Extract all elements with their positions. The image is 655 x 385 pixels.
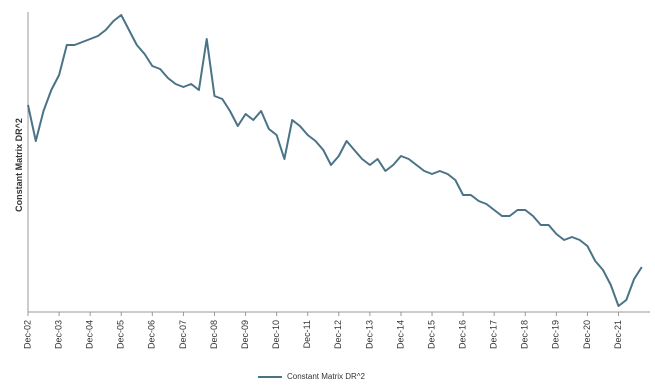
x-tick-label: Dec-19 (551, 320, 561, 349)
x-tick-label: Dec-11 (302, 320, 312, 348)
x-tick-label: Dec-08 (209, 320, 219, 349)
x-tick-label: Dec-13 (364, 320, 374, 349)
y-axis-label: Constant Matrix DR^2 (14, 118, 24, 212)
x-tick-label: Dec-09 (240, 320, 250, 349)
x-tick-label: Dec-04 (85, 320, 95, 349)
x-tick-label: Dec-03 (53, 320, 63, 349)
x-tick-label: Dec-15 (426, 320, 436, 349)
x-tick-label: Dec-20 (582, 320, 592, 349)
x-tick-label: Dec-02 (22, 320, 32, 349)
x-tick-label: Dec-10 (271, 320, 281, 349)
x-tick-label: Dec-14 (395, 320, 405, 349)
x-tick-label: Dec-12 (333, 320, 343, 349)
x-tick-label: Dec-17 (489, 320, 499, 349)
x-tick-label: Dec-16 (457, 320, 467, 349)
legend-label: Constant Matrix DR^2 (287, 372, 366, 381)
x-tick-label: Dec-21 (613, 320, 623, 349)
x-tick-label: Dec-05 (116, 320, 126, 349)
x-tick-label: Dec-07 (178, 320, 188, 349)
x-tick-label: Dec-06 (147, 320, 157, 349)
line (27, 14, 643, 307)
x-tick-label: Dec-18 (520, 320, 530, 349)
